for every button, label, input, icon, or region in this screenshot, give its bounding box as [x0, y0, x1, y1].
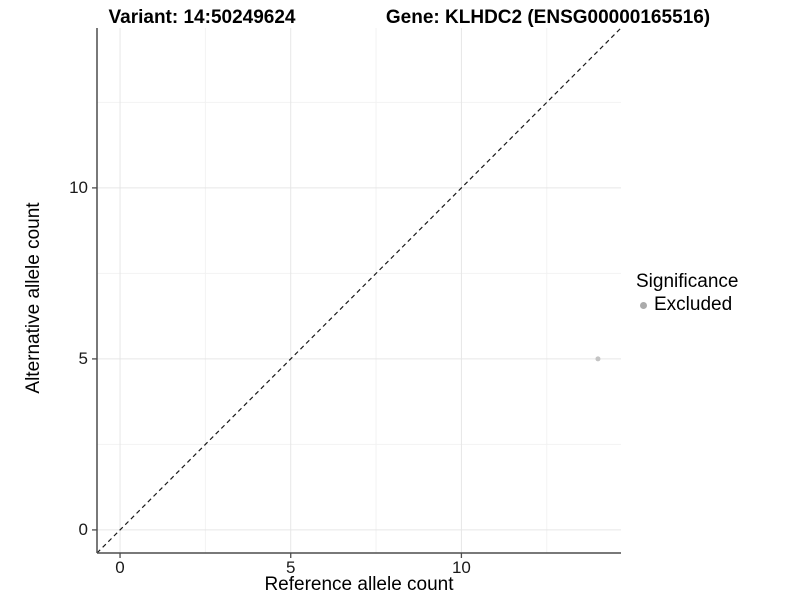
variant-title: Variant: 14:50249624 [108, 7, 296, 28]
x-tick-label: 10 [451, 558, 471, 577]
y-tick-label: 5 [78, 348, 88, 368]
legend-item-label: Excluded [654, 294, 733, 315]
excluded-point-icon [640, 301, 647, 309]
y-tick-label: 0 [78, 519, 88, 539]
identity-dashed-line [96, 27, 622, 554]
x-tick-label: 0 [115, 558, 125, 577]
x-axis-title: Reference allele count [264, 574, 454, 595]
y-axis-title: Alternative allele count [23, 202, 44, 394]
y-tick-label: 10 [69, 177, 88, 197]
x-tick-label: 5 [285, 558, 296, 577]
legend: Significance Excluded [636, 271, 738, 316]
legend-title: Significance [636, 271, 739, 292]
legend-item-excluded: Excluded [636, 294, 738, 316]
data-point-excluded [595, 356, 601, 362]
gene-title: Gene: KLHDC2 (ENSG00000165516) [385, 7, 711, 28]
